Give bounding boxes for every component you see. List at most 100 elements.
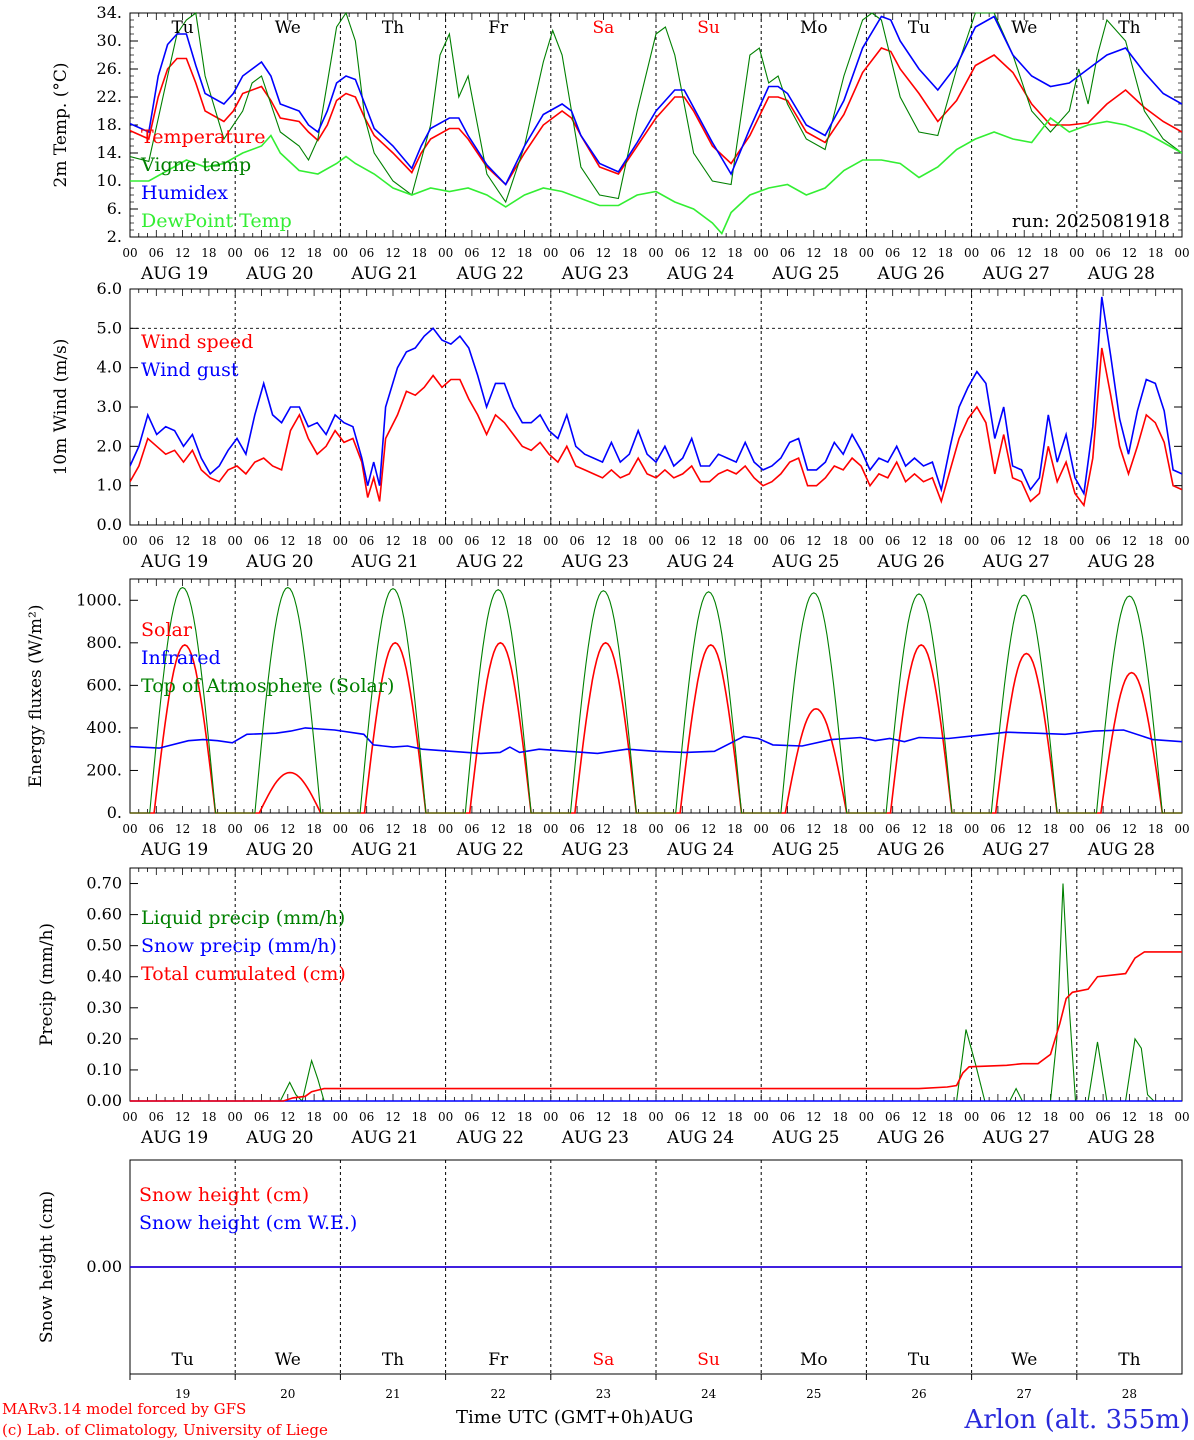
hour-tick-label: 06 <box>254 1110 269 1124</box>
panel-precip: 0.70 0.60 0.50 0.40 0.30 0.20 0.10 0.00 Precip (… <box>37 867 1190 1148</box>
hour-tick-label: 18 <box>1043 822 1058 836</box>
hour-tick-label: 06 <box>990 1110 1005 1124</box>
day-abbr-label: Sa <box>593 1350 615 1370</box>
hour-tick-label: 12 <box>911 822 926 836</box>
hour-tick-label: 12 <box>596 822 611 836</box>
y-tick-label: 200. <box>86 760 122 779</box>
legend-entry: Infrared <box>141 647 221 669</box>
date-label: AUG 24 <box>666 552 734 572</box>
hour-tick-label: 12 <box>1017 246 1032 260</box>
date-number-label: 28 <box>1122 1387 1137 1401</box>
hour-tick-label: 00 <box>333 822 348 836</box>
legend-entry: Wind gust <box>141 359 239 381</box>
hour-tick-label: 18 <box>201 822 216 836</box>
hour-tick-label: 00 <box>964 1110 979 1124</box>
panel-wind: 6.0 5.0 4.0 3.0 2.0 1.0 0.0 10m Wind (m/s) Wind … <box>51 279 1190 572</box>
hour-tick-label: 06 <box>990 534 1005 548</box>
hour-tick-label: 06 <box>885 822 900 836</box>
series-line-wind-speed <box>130 347 1182 508</box>
legend-entry: Total cumulated (cm) <box>141 963 346 985</box>
hour-tick-label: 00 <box>228 534 243 548</box>
hour-tick-label: 00 <box>438 246 453 260</box>
hour-tick-label: 00 <box>1174 1110 1189 1124</box>
hour-tick-label: 00 <box>438 1110 453 1124</box>
hour-tick-label: 06 <box>1095 822 1110 836</box>
legend-entry: Liquid precip (mm/h) <box>141 907 345 929</box>
y-tick-label: 4.0 <box>97 358 122 377</box>
hour-tick-label: 00 <box>754 246 769 260</box>
y-axis-label: 10m Wind (m/s) <box>51 339 71 476</box>
hour-tick-label: 00 <box>964 534 979 548</box>
hour-tick-label: 06 <box>149 246 164 260</box>
date-label: AUG 21 <box>350 1128 418 1148</box>
y-tick-label: 1000. <box>76 590 122 609</box>
hour-tick-label: 18 <box>1148 822 1163 836</box>
hour-tick-label: 06 <box>990 822 1005 836</box>
date-label: AUG 24 <box>666 264 734 284</box>
hour-tick-label: 18 <box>517 1110 532 1124</box>
y-tick-label: 10. <box>97 171 122 190</box>
hour-tick-label: 06 <box>569 1110 584 1124</box>
date-label: AUG 27 <box>982 552 1050 572</box>
y-tick-label: 0.40 <box>86 967 122 986</box>
hour-tick-label: 00 <box>754 822 769 836</box>
legend-entry: Humidex <box>141 182 228 204</box>
hour-tick-label: 18 <box>832 822 847 836</box>
hour-tick-label: 12 <box>701 822 716 836</box>
hour-tick-label: 12 <box>911 246 926 260</box>
date-label: AUG 19 <box>140 552 208 572</box>
date-number-label: 20 <box>280 1387 295 1401</box>
date-label: AUG 22 <box>456 1128 524 1148</box>
hour-tick-label: 06 <box>464 246 479 260</box>
y-tick-label: 2.0 <box>97 436 122 455</box>
y-tick-label: 3.0 <box>97 397 122 416</box>
hour-tick-label: 00 <box>122 534 137 548</box>
date-label: AUG 22 <box>456 264 524 284</box>
hour-tick-label: 18 <box>1043 1110 1058 1124</box>
date-label: AUG 28 <box>1087 552 1155 572</box>
date-label: AUG 27 <box>982 840 1050 860</box>
hour-tick-label: 12 <box>911 1110 926 1124</box>
hour-tick-label: 00 <box>543 534 558 548</box>
hour-tick-label: 12 <box>806 534 821 548</box>
hour-tick-label: 12 <box>280 246 295 260</box>
hour-tick-label: 00 <box>964 246 979 260</box>
y-tick-label: 0.00 <box>86 1091 122 1110</box>
hour-tick-label: 00 <box>122 246 137 260</box>
date-number-label: 24 <box>701 1387 717 1401</box>
hour-tick-label: 06 <box>885 246 900 260</box>
hour-tick-label: 06 <box>1095 1110 1110 1124</box>
day-abbr-label: Tu <box>908 1350 930 1370</box>
hour-tick-label: 00 <box>1069 822 1084 836</box>
date-label: AUG 21 <box>350 264 418 284</box>
hour-tick-label: 12 <box>385 822 400 836</box>
y-tick-label: 0.70 <box>86 874 122 893</box>
hour-tick-label: 12 <box>491 246 506 260</box>
date-label: AUG 28 <box>1087 264 1155 284</box>
y-tick-label: 0.20 <box>86 1029 122 1048</box>
hour-tick-label: 06 <box>254 534 269 548</box>
hour-tick-label: 00 <box>438 534 453 548</box>
hour-tick-label: 12 <box>701 534 716 548</box>
date-label: AUG 25 <box>771 1128 839 1148</box>
y-tick-label: 14. <box>97 143 122 162</box>
legend-entry: Top of Atmosphere (Solar) <box>141 675 394 697</box>
series-line-dewpoint-temp <box>130 116 1182 235</box>
hour-tick-label: 06 <box>464 822 479 836</box>
hour-tick-label: 18 <box>622 822 637 836</box>
hour-tick-label: 06 <box>149 822 164 836</box>
hour-tick-label: 18 <box>622 534 637 548</box>
hour-tick-label: 18 <box>938 822 953 836</box>
hour-tick-label: 18 <box>412 246 427 260</box>
date-label: AUG 25 <box>771 264 839 284</box>
y-tick-label: 0.00 <box>86 1257 122 1276</box>
hour-tick-label: 06 <box>569 534 584 548</box>
day-abbr-label: Fr <box>488 18 509 38</box>
hour-tick-label: 12 <box>1017 534 1032 548</box>
date-number-label: 23 <box>596 1387 611 1401</box>
date-label: AUG 23 <box>561 840 629 860</box>
y-tick-label: 0.60 <box>86 905 122 924</box>
hour-tick-label: 12 <box>175 822 190 836</box>
hour-tick-label: 06 <box>780 246 795 260</box>
hour-tick-label: 00 <box>648 1110 663 1124</box>
